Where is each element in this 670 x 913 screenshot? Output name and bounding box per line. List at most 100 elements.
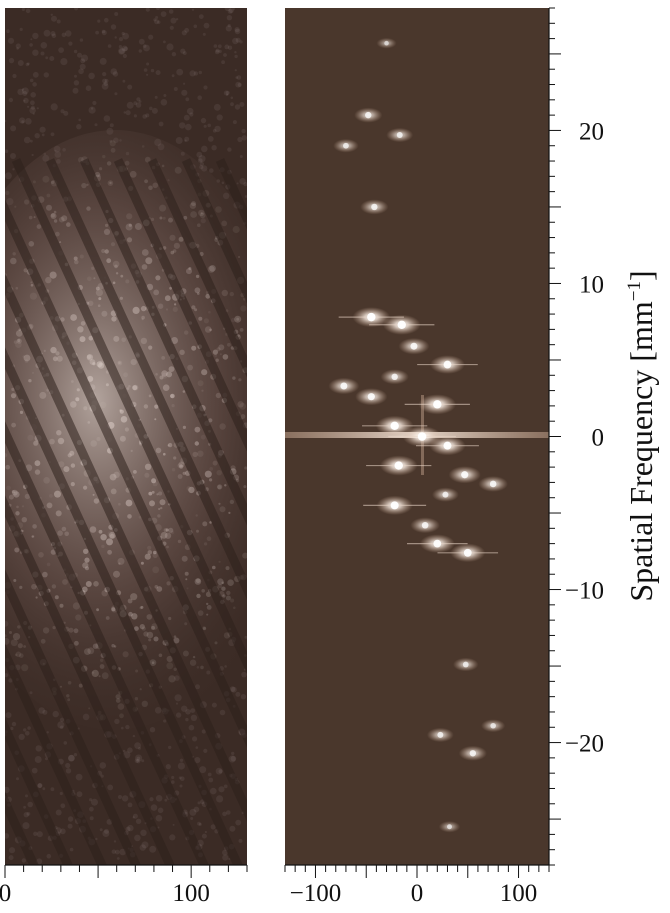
speckle-grain bbox=[23, 812, 29, 818]
speckle-grain bbox=[50, 31, 56, 36]
spot-core bbox=[396, 132, 403, 139]
speckle-grain bbox=[215, 767, 223, 775]
speckle-grain bbox=[80, 58, 86, 64]
speckle-grain bbox=[214, 125, 221, 133]
speckle-grain bbox=[177, 762, 185, 770]
speckle-grain bbox=[154, 95, 158, 99]
speckle-grain bbox=[155, 795, 163, 802]
speckle-grain bbox=[184, 136, 190, 142]
speckle-grain bbox=[138, 49, 142, 53]
speckle-grain bbox=[158, 121, 164, 127]
speckle-grain bbox=[104, 78, 109, 83]
speckle-grain bbox=[197, 821, 201, 826]
speckle-grain bbox=[156, 8, 160, 10]
speckle-grain bbox=[178, 776, 182, 780]
speckle-grain bbox=[89, 816, 94, 821]
speckle-grain bbox=[43, 29, 51, 37]
speckle-grain bbox=[10, 726, 14, 731]
speckle-grain bbox=[211, 145, 217, 151]
right-y-tick-label: 20 bbox=[579, 118, 604, 145]
speckle-grain bbox=[141, 759, 145, 763]
speckle-grain bbox=[180, 776, 185, 781]
speckle-grain bbox=[68, 41, 73, 46]
spot-core bbox=[443, 360, 452, 369]
speckle-grain bbox=[151, 107, 158, 114]
speckle-grain bbox=[56, 19, 61, 24]
speckle-grain bbox=[118, 795, 122, 799]
speckle-grain bbox=[119, 48, 125, 54]
speckle-grain bbox=[163, 40, 166, 44]
speckle-grain bbox=[110, 68, 118, 75]
speckle-grain bbox=[16, 777, 19, 781]
speckle-grain bbox=[59, 791, 63, 796]
speckle-grain bbox=[145, 8, 150, 12]
speckle-grain bbox=[150, 804, 158, 811]
speckle-grain bbox=[141, 841, 149, 849]
speckle-grain bbox=[76, 124, 82, 130]
speckle-grain bbox=[132, 816, 135, 819]
speckle-grain bbox=[217, 44, 222, 49]
speckle-grain bbox=[126, 101, 134, 109]
speckle-grain bbox=[76, 791, 83, 798]
speckle-grain bbox=[155, 70, 161, 76]
spot-core bbox=[469, 750, 477, 757]
speckle-grain bbox=[30, 92, 36, 98]
speckle-grain bbox=[182, 51, 187, 55]
speckle-grain bbox=[68, 754, 75, 762]
speckle-grain bbox=[50, 132, 55, 137]
speckle-grain bbox=[202, 32, 206, 36]
speckle-grain bbox=[100, 774, 104, 778]
speckle-grain bbox=[226, 93, 229, 97]
speckle-grain bbox=[118, 45, 122, 49]
speckle-grain bbox=[201, 729, 206, 734]
speckle-grain bbox=[134, 758, 139, 764]
speckle-grain bbox=[171, 74, 175, 78]
speckle-grain bbox=[32, 32, 39, 40]
speckle-grain bbox=[40, 51, 45, 56]
right-y-tick-label: −20 bbox=[565, 731, 604, 758]
speckle-grain bbox=[40, 42, 48, 49]
speckle-grain bbox=[212, 129, 217, 133]
speckle-grain bbox=[175, 137, 183, 144]
right-y-axis: 20 10 0 −10 −20 bbox=[548, 7, 604, 866]
speckle-grain bbox=[60, 109, 65, 114]
speckle-grain bbox=[150, 68, 155, 73]
speckle-grain bbox=[157, 826, 160, 829]
speckle-grain bbox=[154, 19, 160, 25]
speckle-grain bbox=[79, 38, 84, 42]
speckle-grain bbox=[23, 805, 26, 809]
speckle-grain bbox=[118, 47, 126, 55]
speckle-grain bbox=[237, 82, 242, 87]
speckle-grain bbox=[134, 834, 141, 842]
speckle-grain bbox=[148, 34, 154, 40]
speckle-grain bbox=[95, 30, 99, 35]
speckle-grain bbox=[109, 123, 114, 128]
speckle-grain bbox=[31, 767, 38, 774]
speckle-grain bbox=[189, 112, 194, 117]
spot-core bbox=[421, 521, 429, 529]
speckle-grain bbox=[92, 100, 97, 106]
speckle-grain bbox=[88, 72, 95, 80]
speckle-grain bbox=[113, 840, 117, 843]
speckle-grain bbox=[21, 120, 25, 124]
speckle-grain bbox=[232, 8, 235, 11]
speckle-grain bbox=[114, 92, 118, 96]
speckle-grain bbox=[165, 764, 171, 770]
speckle-grain bbox=[73, 80, 80, 86]
speckle-grain bbox=[74, 74, 77, 78]
speckle-grain bbox=[50, 787, 55, 792]
speckle-grain bbox=[234, 104, 241, 110]
y-axis-title: Spatial Frequency [mm−1] bbox=[623, 270, 659, 601]
speckle-grain bbox=[231, 751, 235, 756]
speckle-grain bbox=[133, 114, 137, 118]
speckle-grain bbox=[127, 802, 133, 808]
speckle-grain bbox=[221, 181, 225, 185]
fringe-line bbox=[45, 158, 247, 600]
speckle-grain bbox=[5, 149, 9, 153]
speckle-grain bbox=[191, 8, 195, 11]
speckle-grain bbox=[99, 57, 107, 65]
spot-core bbox=[442, 491, 449, 498]
speckle-grain bbox=[34, 133, 40, 139]
speckle-grain bbox=[143, 68, 148, 72]
fringe-line bbox=[5, 273, 247, 822]
